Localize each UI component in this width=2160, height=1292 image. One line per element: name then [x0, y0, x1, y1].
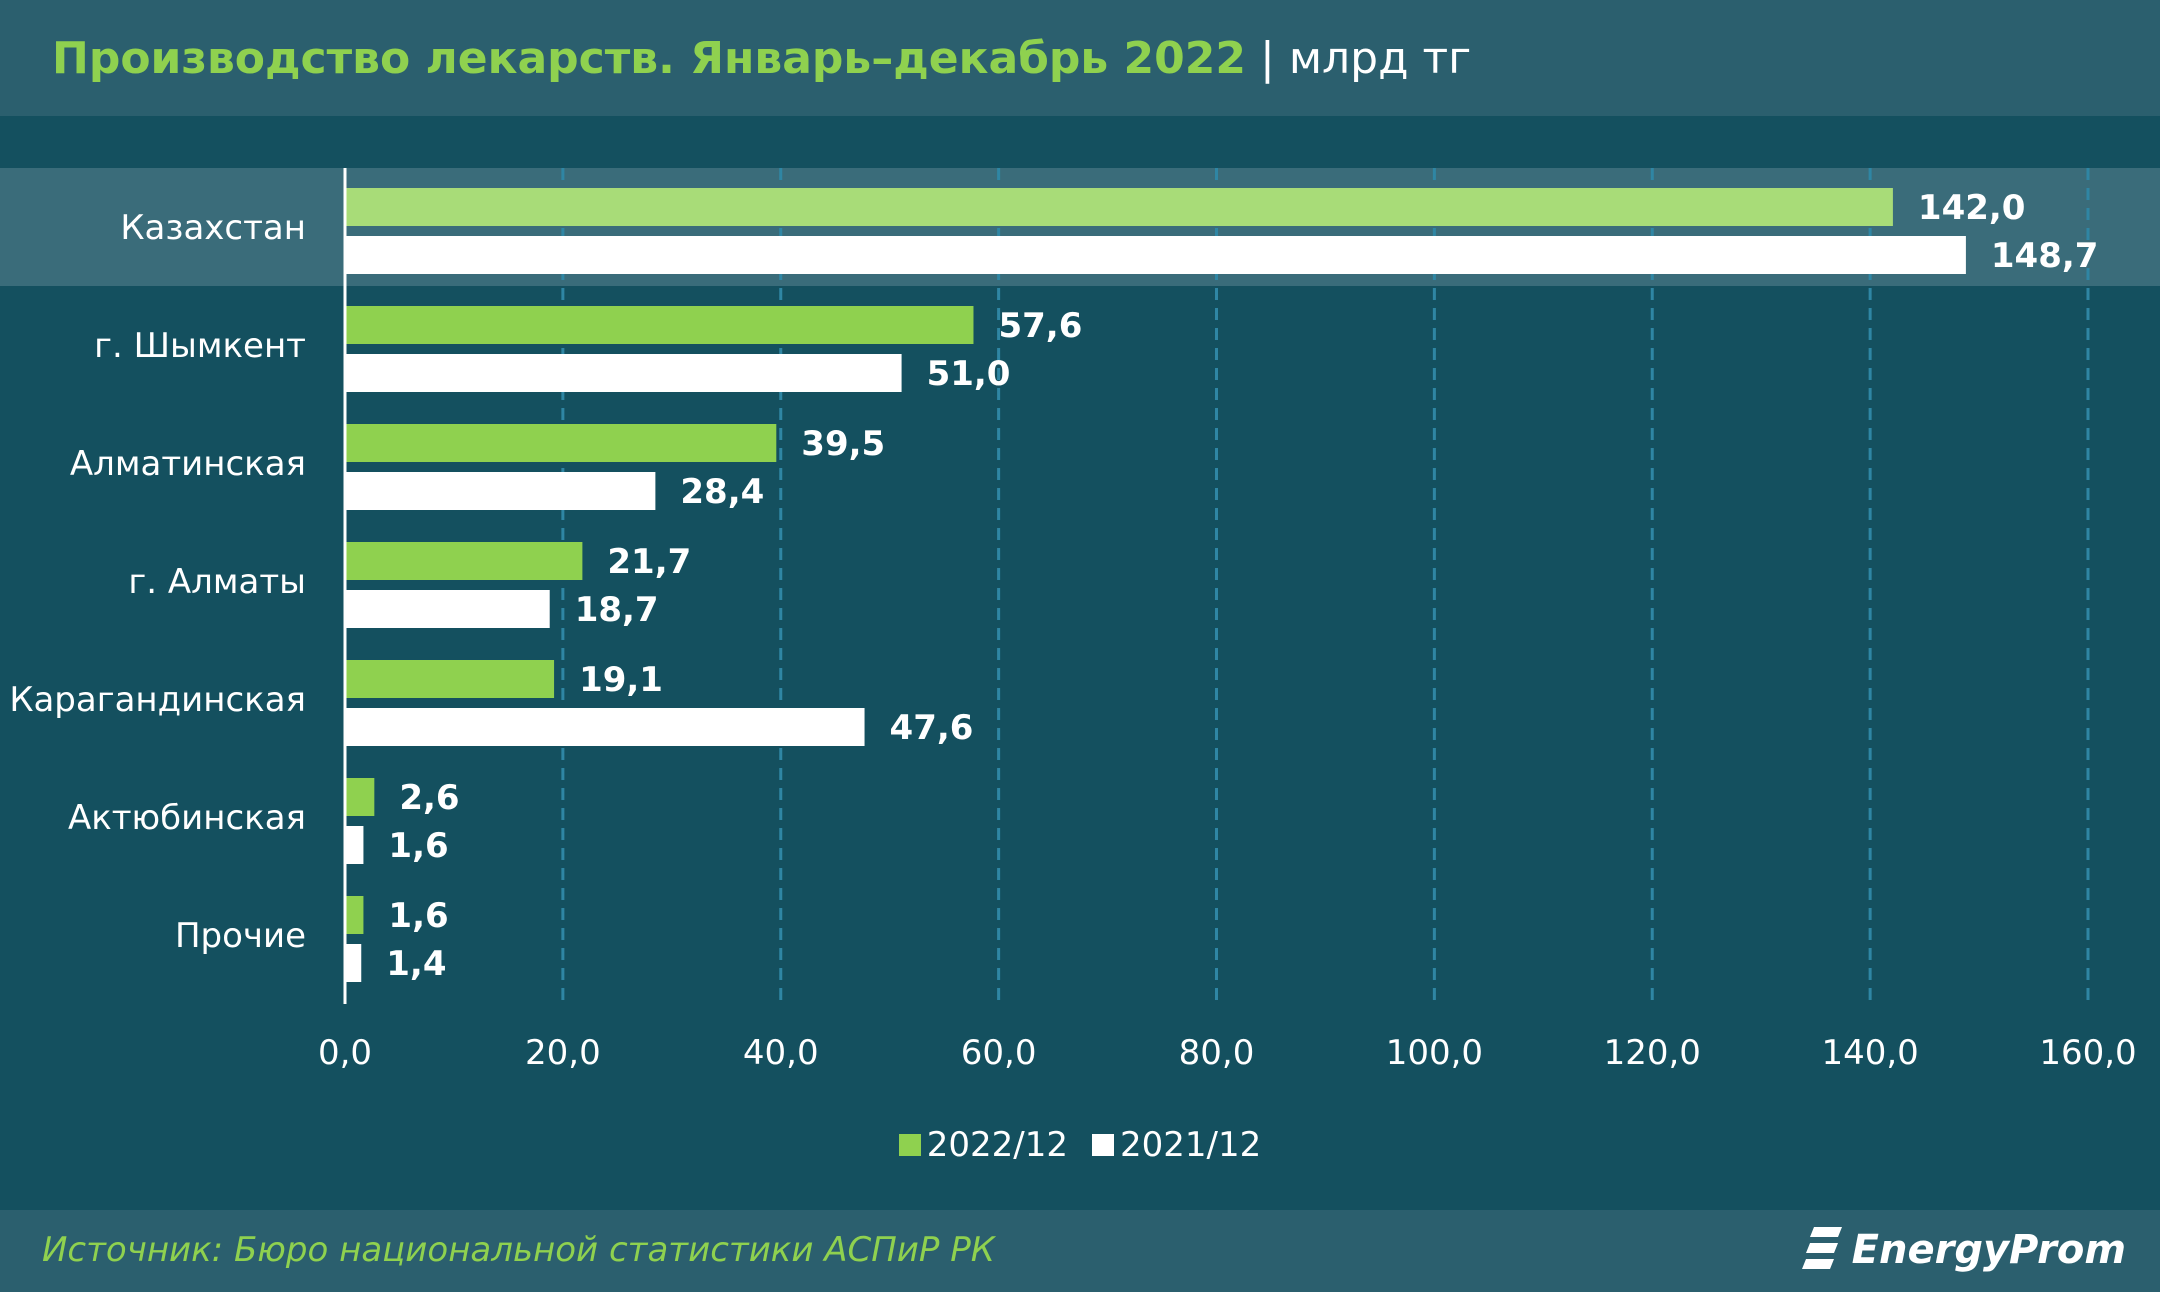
- category-label: г. Алматы: [128, 562, 306, 602]
- data-label: 1,6: [388, 896, 448, 936]
- category-label: Прочие: [175, 916, 306, 956]
- data-label: 1,4: [386, 944, 446, 984]
- data-label: 39,5: [801, 424, 885, 464]
- data-label: 51,0: [927, 354, 1011, 394]
- data-label: 142,0: [1918, 188, 2026, 228]
- x-tick-label: 140,0: [1821, 1033, 1918, 1073]
- legend-label-2021: 2021/12: [1120, 1125, 1262, 1165]
- bar-2021: [346, 590, 550, 628]
- category-label: Алматинская: [70, 444, 306, 484]
- x-tick-label: 160,0: [2039, 1033, 2136, 1073]
- chart-legend: 2022/12 2021/12: [0, 1125, 2160, 1165]
- bar-2022: [346, 896, 364, 934]
- category-label: г. Шымкент: [94, 326, 306, 366]
- legend-label-2022: 2022/12: [926, 1125, 1068, 1165]
- source-note: Источник: Бюро национальной статистики А…: [42, 1230, 995, 1270]
- category-label: Актюбинская: [68, 798, 306, 838]
- x-tick-label: 100,0: [1386, 1033, 1483, 1073]
- bar-2022: [346, 660, 555, 698]
- energyprom-logo-icon: [1801, 1227, 1842, 1269]
- chart-unit: млрд тг: [1288, 32, 1472, 84]
- category-label: Казахстан: [120, 208, 306, 248]
- data-label: 28,4: [680, 472, 764, 512]
- bar-2022: [346, 424, 777, 462]
- energyprom-logo: EnergyProm: [1800, 1220, 2126, 1280]
- bar-2022: [346, 306, 974, 344]
- data-label: 19,1: [579, 660, 663, 700]
- bar-2021: [346, 944, 362, 982]
- legend-item-2021: 2021/12: [1092, 1125, 1261, 1165]
- bar-2021: [346, 472, 656, 510]
- bar-2021: [346, 826, 364, 864]
- x-tick-label: 60,0: [961, 1033, 1037, 1073]
- bar-2022: [346, 188, 1893, 226]
- x-tick-label: 40,0: [743, 1033, 819, 1073]
- bar-2021: [346, 236, 1966, 274]
- legend-swatch-2021: [1092, 1134, 1114, 1156]
- bar-2022: [346, 542, 583, 580]
- chart-header: Производство лекарств. Январь–декабрь 20…: [0, 0, 2160, 116]
- x-tick-label: 120,0: [1604, 1033, 1701, 1073]
- data-label: 57,6: [998, 306, 1082, 346]
- data-label: 47,6: [890, 708, 974, 748]
- x-tick-label: 80,0: [1179, 1033, 1255, 1073]
- bar-2021: [346, 354, 902, 392]
- chart-footer: Источник: Бюро национальной статистики А…: [0, 1210, 2160, 1292]
- bar-2022: [346, 778, 375, 816]
- energyprom-logo-text: EnergyProm: [1851, 1227, 2126, 1273]
- x-tick-label: 0,0: [318, 1033, 372, 1073]
- data-label: 21,7: [607, 542, 691, 582]
- x-tick-label: 20,0: [525, 1033, 601, 1073]
- legend-swatch-2022: [898, 1134, 921, 1156]
- data-label: 148,7: [1991, 236, 2099, 276]
- category-label: Карагандинская: [9, 680, 306, 720]
- chart-title-main: Производство лекарств. Январь–декабрь 20…: [52, 32, 1246, 84]
- data-label: 18,7: [575, 590, 659, 630]
- bar-2021: [346, 708, 865, 746]
- data-label: 2,6: [399, 778, 459, 818]
- legend-item-2022: 2022/12: [898, 1125, 1068, 1165]
- chart-title: Производство лекарств. Январь–декабрь 20…: [0, 33, 1471, 84]
- data-label: 1,6: [388, 826, 448, 866]
- title-separator: |: [1260, 32, 1275, 84]
